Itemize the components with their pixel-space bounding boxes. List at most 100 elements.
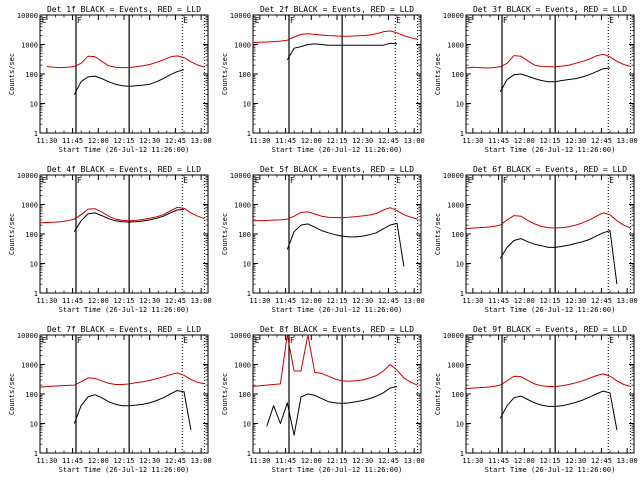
chart-panel-2: Det 2f BLACK = Events, RED = LLD 1 10 100 10… [221, 5, 425, 154]
y-axis-label: Counts/sec [221, 213, 229, 255]
y-tick-label: 1000 [21, 42, 38, 50]
y-tick-label: 10 [456, 101, 464, 109]
x-tick-label: 12:00 [301, 137, 322, 145]
plot-frame [465, 334, 635, 454]
x-tick-label: 11:45 [62, 297, 83, 305]
marker-letter: E [42, 16, 47, 25]
x-tick-label: 12:45 [165, 457, 186, 465]
marker-letter: F [290, 336, 295, 345]
y-tick-label: 1 [34, 130, 38, 138]
chart-panel-6: Det 6f BLACK = Events, RED = LLD 1 10 100 10… [434, 165, 638, 314]
x-tick-label: 11:30 [249, 137, 270, 145]
x-tick-label: 12:30 [139, 297, 160, 305]
marker-letter: E [183, 16, 188, 25]
x-axis-label: Start Time (26-Jul-12 11:26:00) [59, 466, 190, 474]
chart-title: Det 6f BLACK = Events, RED = LLD [473, 165, 627, 174]
series-line-lld [46, 55, 205, 69]
marker-letter: F [290, 176, 295, 185]
x-tick-label: 12:15 [539, 297, 560, 305]
y-tick-label: 100 [451, 391, 464, 399]
x-tick-label: 11:30 [249, 297, 270, 305]
y-tick-label: 100 [238, 231, 251, 239]
marker-letter: E [42, 336, 47, 345]
x-tick-label: 11:30 [36, 137, 57, 145]
x-tick-label: 11:30 [36, 457, 57, 465]
x-tick-label: 12:30 [352, 297, 373, 305]
series-line-events [266, 386, 398, 436]
x-tick-label: 12:00 [514, 137, 535, 145]
series-line-events [73, 69, 185, 95]
x-tick-label: 13:00 [191, 457, 212, 465]
x-tick-label: 12:45 [378, 297, 399, 305]
x-tick-label: 13:00 [617, 457, 638, 465]
y-tick-label: 10 [243, 101, 251, 109]
y-tick-label: 100 [451, 231, 464, 239]
x-tick-label: 12:15 [539, 457, 560, 465]
chart-title: Det 1f BLACK = Events, RED = LLD [47, 5, 201, 14]
plot-frame [252, 174, 422, 294]
x-tick-label: 13:00 [191, 297, 212, 305]
y-tick-label: 10000 [443, 332, 464, 340]
marker-letter: E [396, 336, 401, 345]
marker-letter: E [468, 336, 473, 345]
x-axis-label: Start Time (26-Jul-12 11:26:00) [59, 146, 190, 154]
y-tick-label: 100 [25, 391, 38, 399]
x-tick-label: 12:30 [139, 457, 160, 465]
marker-letter: E [183, 176, 188, 185]
marker-letter: E [396, 176, 401, 185]
y-tick-label: 10000 [17, 332, 38, 340]
y-tick-label: 100 [25, 71, 38, 79]
series-line-lld [465, 373, 631, 390]
series-line-events [286, 42, 398, 61]
x-axis-label: Start Time (26-Jul-12 11:26:00) [485, 306, 616, 314]
x-tick-label: 11:45 [62, 457, 83, 465]
y-tick-label: 10 [30, 101, 38, 109]
x-tick-label: 12:00 [88, 137, 109, 145]
marker-letter: F [503, 336, 508, 345]
x-tick-label: 12:00 [88, 457, 109, 465]
y-tick-label: 10 [30, 261, 38, 269]
plot-frame [39, 14, 209, 134]
x-tick-label: 12:45 [591, 457, 612, 465]
y-tick-label: 10 [30, 421, 38, 429]
x-tick-label: 13:00 [404, 297, 425, 305]
y-tick-label: 1000 [21, 362, 38, 370]
y-axis-label: Counts/sec [434, 53, 442, 95]
y-axis-label: Counts/sec [8, 53, 16, 95]
y-tick-label: 100 [238, 71, 251, 79]
plot-frame [465, 14, 635, 134]
x-tick-label: 12:15 [326, 137, 347, 145]
x-tick-label: 12:00 [88, 297, 109, 305]
y-tick-label: 1000 [21, 202, 38, 210]
chart-panel-5: Det 5f BLACK = Events, RED = LLD 1 10 100 10… [221, 165, 425, 314]
x-tick-label: 12:30 [565, 297, 586, 305]
y-axis-label: Counts/sec [221, 373, 229, 415]
marker-letter: E [183, 336, 188, 345]
y-tick-label: 1 [460, 290, 464, 298]
y-tick-label: 1 [247, 290, 251, 298]
series-line-events [73, 208, 185, 232]
y-tick-label: 10 [243, 261, 251, 269]
x-tick-label: 12:30 [565, 457, 586, 465]
x-axis-label: Start Time (26-Jul-12 11:26:00) [272, 146, 403, 154]
y-tick-label: 1 [34, 450, 38, 458]
y-tick-label: 10000 [230, 172, 251, 180]
chart-title: Det 8f BLACK = Events, RED = LLD [260, 325, 414, 334]
chart-panel-3: Det 3f BLACK = Events, RED = LLD 1 10 100 10… [434, 5, 638, 154]
chart-panel-7: Det 7f BLACK = Events, RED = LLD 1 10 100 10… [8, 325, 212, 474]
x-tick-label: 12:45 [591, 297, 612, 305]
y-tick-label: 1 [34, 290, 38, 298]
y-axis-label: Counts/sec [221, 53, 229, 95]
marker-letter: E [42, 176, 47, 185]
x-tick-label: 11:45 [488, 457, 509, 465]
y-tick-label: 1 [460, 450, 464, 458]
x-tick-label: 13:00 [404, 137, 425, 145]
y-tick-label: 10 [456, 261, 464, 269]
y-tick-label: 10000 [443, 172, 464, 180]
y-tick-label: 100 [25, 231, 38, 239]
chart-title: Det 5f BLACK = Events, RED = LLD [260, 165, 414, 174]
chart-title: Det 4f BLACK = Events, RED = LLD [47, 165, 201, 174]
marker-letter: F [77, 336, 82, 345]
series-line-lld [252, 30, 418, 44]
x-tick-label: 12:00 [514, 297, 535, 305]
